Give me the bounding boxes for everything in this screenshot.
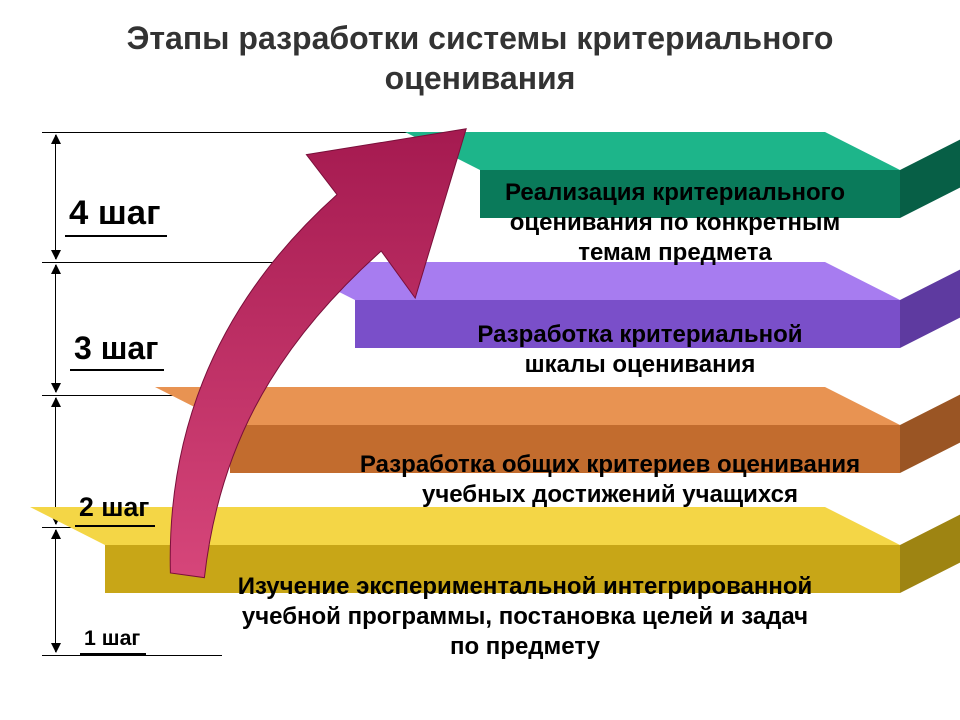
step-label-3: 3 шаг <box>70 330 164 371</box>
step-text-4: Реализация критериального оценивания по … <box>465 178 885 268</box>
step-label-2: 2 шаг <box>75 492 155 527</box>
dim-arrow-2 <box>55 398 56 524</box>
step-text-1: Изучение экспериментальной интегрированн… <box>205 572 845 662</box>
guideline-0 <box>42 655 222 656</box>
dim-arrow-3 <box>55 265 56 392</box>
step-text-3: Разработка критериальной шкалы оценивани… <box>430 320 850 380</box>
step-text-2: Разработка общих критериев оценивания уч… <box>330 450 890 510</box>
step-label-4: 4 шаг <box>65 194 167 237</box>
page-title: Этапы разработки системы критериального … <box>0 18 960 98</box>
diagram-canvas: Этапы разработки системы критериального … <box>0 0 960 720</box>
step-label-1: 1 шаг <box>80 626 146 655</box>
dim-arrow-4 <box>55 135 56 259</box>
dim-arrow-1 <box>55 530 56 652</box>
